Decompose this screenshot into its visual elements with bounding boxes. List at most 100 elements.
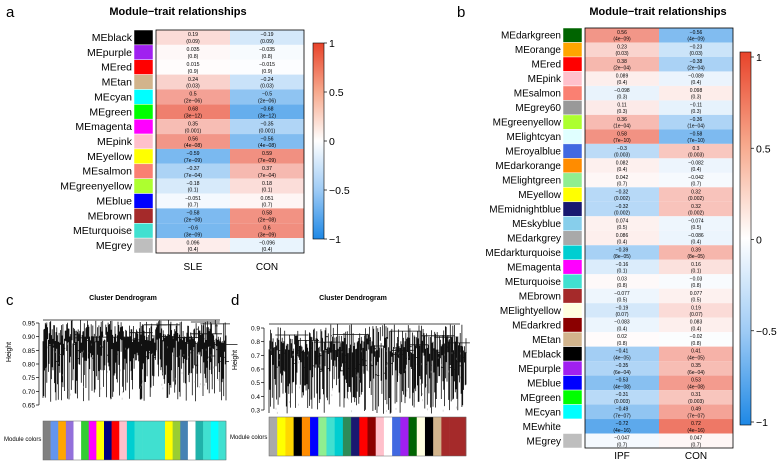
p-value: (3e−12) [184, 113, 202, 119]
correlation-value: −0.39 [616, 247, 629, 253]
p-value: (2e−04) [687, 66, 705, 72]
correlation-value: 0.047 [690, 436, 703, 442]
module-color-swatch [133, 74, 154, 90]
p-value: (3e−09) [184, 232, 202, 238]
heatmap-cell [659, 404, 733, 420]
p-value: (0.7) [617, 182, 628, 188]
module-color-swatch [562, 259, 583, 275]
module-color-segment [104, 421, 112, 460]
p-value: (2e−08) [258, 217, 276, 223]
heatmap-cell [156, 208, 230, 224]
correlation-value: 0.31 [691, 392, 701, 398]
heatmap-cell [659, 216, 733, 231]
heatmap-cell [659, 158, 733, 173]
module-color-segment [73, 421, 82, 460]
module-label: MEblue [527, 378, 561, 389]
heatmap-cell [659, 419, 733, 434]
correlation-value: −0.35 [616, 363, 629, 369]
p-value: (0.8) [617, 341, 628, 347]
module-label: MEred [101, 62, 132, 74]
panel-b-column-label-1: IPF [614, 451, 630, 462]
correlation-value: 0.015 [187, 62, 200, 68]
module-color-segment [165, 421, 173, 460]
p-value: (2e−06) [258, 99, 276, 105]
y-tick-label: 0.5 [251, 380, 260, 387]
module-label: MEgrey [527, 436, 561, 447]
module-color-segment [277, 417, 286, 456]
module-label: MEdarkgreen [501, 31, 561, 42]
heatmap-cell [585, 404, 659, 420]
correlation-value: 0.16 [691, 262, 701, 268]
correlation-value: 0.035 [187, 47, 200, 53]
correlation-value: 0.077 [690, 291, 703, 297]
module-color-segment [43, 421, 51, 460]
panel-d-dendrogram [268, 323, 470, 414]
heatmap-cell [659, 201, 733, 217]
panel-b-column-label-2: CON [685, 451, 707, 462]
module-color-segment [50, 421, 59, 460]
p-value: (0.3) [617, 95, 628, 101]
p-value: (0.4) [617, 326, 628, 332]
panel-a-column-label-1: SLE [184, 262, 203, 273]
correlation-value: 0.074 [616, 218, 629, 224]
module-color-segment [392, 417, 401, 456]
module-color-swatch [133, 59, 154, 75]
module-label: MEorange [515, 45, 562, 56]
panel-c-title: Cluster Dendrogram [89, 295, 157, 302]
heatmap-cell [585, 216, 659, 231]
module-label: MEyellow [87, 151, 132, 163]
correlation-value: 0.59 [262, 151, 272, 157]
p-value: (0.03) [186, 84, 200, 90]
heatmap-cell [659, 56, 733, 72]
dendrogram-leaves [46, 343, 221, 400]
module-label: MEbrown [519, 291, 561, 302]
correlation-value: 0.37 [262, 166, 272, 172]
heatmap-cell [585, 42, 659, 57]
module-color-segment [111, 421, 120, 460]
module-label: MEdarkorange [495, 161, 561, 172]
panel-d-module-color-strip [268, 416, 467, 457]
module-label: MEblack [523, 349, 562, 360]
heatmap-cell [585, 332, 659, 347]
p-value: (4e−16) [613, 428, 631, 434]
correlation-value: −0.31 [616, 392, 629, 398]
p-value: (7e−07) [687, 413, 705, 419]
correlation-value: −0.56 [690, 30, 703, 36]
correlation-value: 0.56 [617, 30, 627, 36]
p-value: (0.1) [262, 188, 273, 194]
correlation-value: −0.086 [688, 233, 704, 239]
p-value: (4e−08) [613, 384, 631, 390]
correlation-value: 0.6 [263, 226, 270, 232]
p-value: (0.4) [262, 247, 273, 253]
correlation-value: 0.58 [617, 131, 627, 137]
colorbar-tick-label: −0.5 [756, 326, 777, 338]
correlation-value: −0.02 [690, 334, 703, 340]
correlation-value: 0.5 [189, 92, 196, 98]
module-color-segment [301, 417, 311, 456]
heatmap-cell [585, 129, 659, 144]
module-color-segment [359, 417, 368, 456]
module-color-segment [149, 421, 158, 460]
module-color-swatch [562, 331, 583, 347]
module-color-segment [375, 417, 385, 456]
p-value: (8e−05) [687, 254, 705, 260]
panel-b-colorbar [739, 51, 752, 426]
p-value: (0.4) [188, 247, 199, 253]
module-color-swatch [562, 404, 583, 420]
p-value: (4e−08) [687, 384, 705, 390]
module-label: MEmagenta [75, 121, 132, 133]
correlation-value: 0.03 [617, 276, 627, 282]
heatmap-cell [230, 163, 304, 179]
module-color-swatch [562, 375, 583, 391]
p-value: (0.7) [691, 182, 702, 188]
p-value: (0.001) [185, 128, 202, 134]
p-value: (1e−04) [613, 124, 631, 130]
correlation-value: 0.082 [616, 160, 629, 166]
heatmap-cell [659, 332, 733, 347]
module-color-segment [433, 417, 442, 456]
p-value: (0.8) [188, 54, 199, 60]
panel-d-module-colors-label: Module colors [230, 435, 267, 441]
module-color-swatch [562, 216, 583, 232]
module-color-segment [408, 417, 418, 456]
heatmap-cell [659, 100, 733, 115]
